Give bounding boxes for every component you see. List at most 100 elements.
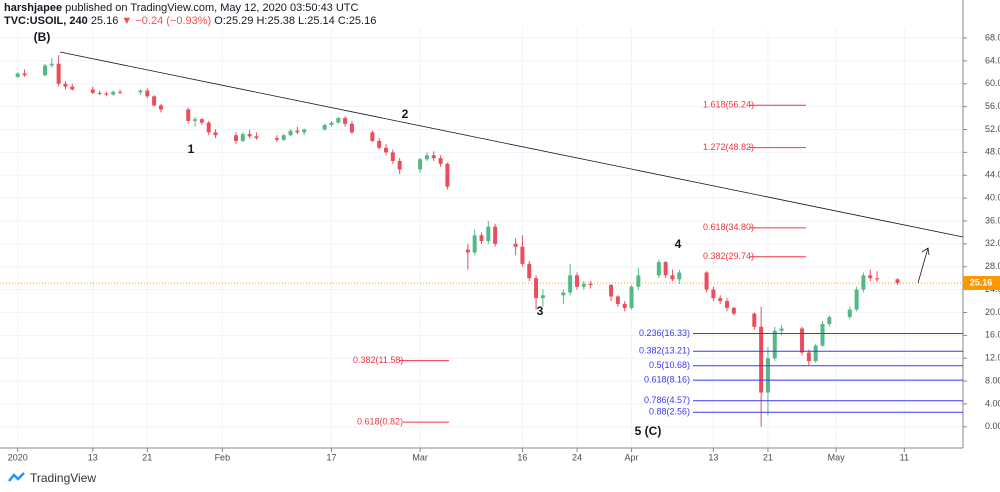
arrow [917, 247, 930, 284]
candle-body [588, 283, 593, 286]
y-tick-label: 12.00 [985, 353, 1000, 363]
candle-body [800, 328, 805, 353]
x-tick-label: 17 [326, 452, 336, 462]
y-tick-label: 0.00 [985, 421, 1000, 431]
open: O:25.29 [214, 15, 254, 27]
y-tick-label: 16.00 [985, 330, 1000, 340]
candle-body [63, 83, 68, 87]
symbol-line: TVC:USOIL, 240 25.16 ▼ −0.24 (−0.93%) O:… [4, 15, 376, 28]
candle-body [206, 122, 211, 133]
candle-body [377, 140, 382, 148]
candle-body [70, 86, 75, 90]
y-tick-label: 28.00 [985, 261, 1000, 271]
x-tick-label: 24 [572, 452, 582, 462]
y-tick-label: 56.00 [985, 101, 1000, 111]
candle-body [343, 118, 348, 124]
candle-body [322, 124, 327, 130]
candle-body [431, 155, 436, 159]
x-tick-label: Apr [625, 452, 639, 462]
candle-body [274, 138, 279, 140]
y-tick-label: 48.00 [985, 147, 1000, 157]
candle-body [854, 289, 859, 310]
candle-body [527, 263, 532, 279]
x-tick-label: 11 [900, 452, 909, 462]
fib-label: 0.786(4.57) [644, 395, 690, 405]
candle-body [725, 301, 730, 308]
close: C:25.16 [337, 15, 377, 27]
published: published on TradingView.com, May 12, 20… [65, 2, 359, 14]
candle-body [465, 249, 470, 253]
candle-body [240, 134, 245, 141]
candle-body [895, 279, 900, 283]
last: 25.16 [90, 15, 119, 27]
header: harshjapee published on TradingView.com,… [4, 2, 376, 28]
candle-body [806, 352, 811, 362]
fib-label: 0.236(16.33) [639, 328, 690, 338]
candle-body [247, 134, 252, 137]
candle-body [772, 330, 777, 359]
price-label: 25.16 [970, 277, 993, 287]
wave-label: (B) [34, 30, 51, 44]
candle-body [677, 272, 682, 280]
candle-body [752, 313, 757, 327]
y-tick-label: 64.00 [985, 55, 1000, 65]
fib-label: 0.88(2.56) [649, 407, 690, 417]
candle-body [233, 135, 238, 141]
logo-icon [8, 472, 25, 482]
candle-body [820, 323, 825, 346]
candle-body [295, 130, 300, 133]
candle-body [875, 278, 880, 280]
fib-label: 0.382(11.58) [353, 355, 403, 365]
candle-body [152, 96, 157, 106]
y-tick-label: 20.00 [985, 307, 1000, 317]
candle-body [704, 272, 709, 290]
candle-body [438, 158, 443, 164]
x-tick-label: May [828, 452, 846, 462]
x-tick-label: 13 [88, 452, 98, 462]
candle-body [390, 152, 395, 161]
candle-body [574, 275, 579, 287]
candle-body [656, 262, 661, 276]
candle-body [145, 90, 150, 97]
candle-body [581, 283, 586, 287]
wave-label: 4 [675, 237, 682, 251]
candle-body [104, 93, 109, 95]
candle-body [254, 136, 259, 139]
candle-body [97, 92, 102, 94]
candle-body [397, 160, 402, 170]
candle-body [199, 119, 204, 123]
y-tick-label: 36.00 [985, 215, 1000, 225]
x-tick-label: 13 [708, 452, 718, 462]
wave-label: 3 [537, 304, 544, 318]
fib-label: 1.272(48.82) [703, 142, 754, 152]
candle-body [111, 91, 116, 95]
candle-body [636, 275, 641, 287]
candle-body [609, 285, 614, 297]
publish-line: harshjapee published on TradingView.com,… [4, 2, 376, 15]
y-tick-label: 8.00 [985, 375, 1000, 385]
candle-body [718, 298, 723, 302]
candle-body [534, 278, 539, 299]
candle-body [568, 275, 573, 293]
candle-body [486, 226, 491, 242]
candle-body [158, 105, 163, 110]
y-tick-label: 60.00 [985, 78, 1000, 88]
candle-body [868, 275, 873, 279]
x-tick-label: 16 [517, 452, 527, 462]
candle-body [22, 73, 27, 76]
y-tick-label: 40.00 [985, 192, 1000, 202]
candle-body [329, 122, 334, 125]
wave-label: 5 (C) [635, 424, 662, 438]
candle-body [663, 262, 668, 276]
y-tick-label: 4.00 [985, 398, 1000, 408]
candle-body [493, 226, 498, 244]
candle-body [731, 307, 736, 314]
fib-label: 0.618(0.82) [357, 417, 403, 427]
fib-label: 0.618(8.16) [644, 375, 690, 385]
candle-body [49, 63, 54, 66]
candle-body [186, 109, 191, 121]
candle-body [445, 163, 450, 187]
candle-body [43, 65, 48, 76]
